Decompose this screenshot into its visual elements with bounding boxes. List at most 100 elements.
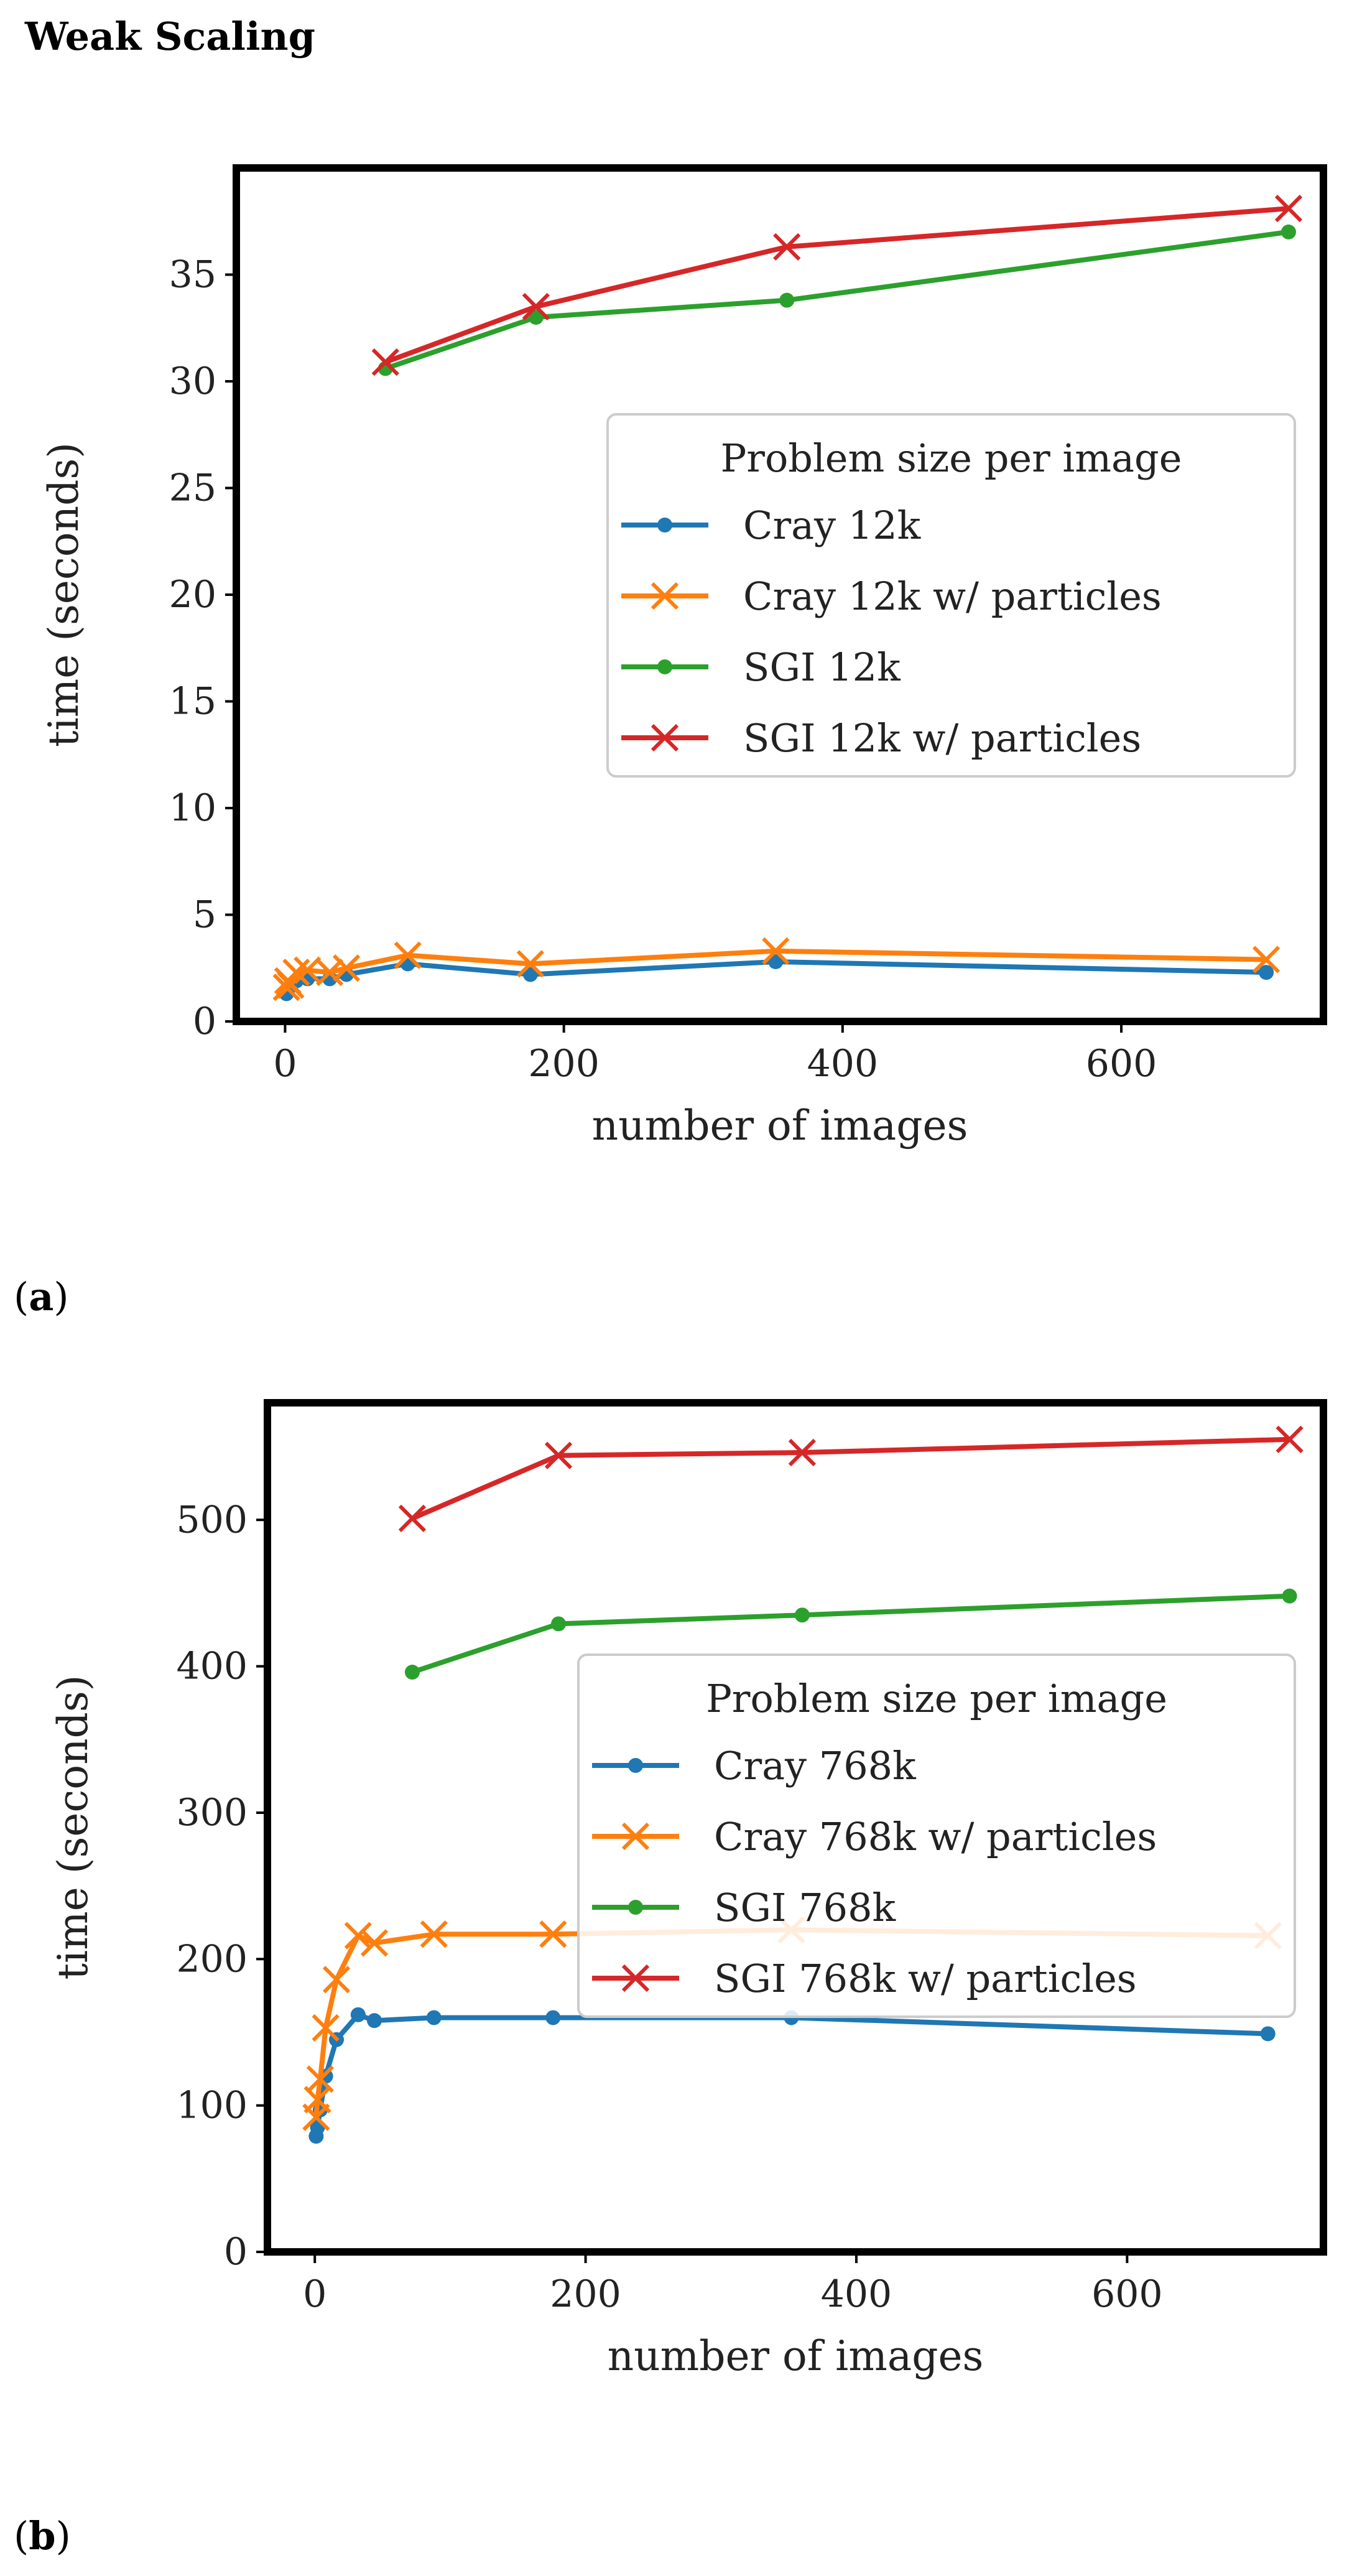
- y-tick-label: 35: [169, 253, 216, 297]
- legend-title: Problem size per image: [706, 1676, 1167, 1721]
- legend: Problem size per image Cray 12k Cray 12k w…: [606, 413, 1296, 778]
- data-point: [420, 1920, 448, 1948]
- data-point: [773, 233, 801, 261]
- data-point: [551, 1616, 567, 1632]
- x-tick-label: 400: [807, 1042, 879, 1086]
- data-point: [522, 967, 538, 982]
- data-point: [788, 1438, 817, 1467]
- data-point: [545, 2010, 561, 2025]
- data-point: [1260, 2026, 1276, 2042]
- legend-swatch-marker: [621, 1964, 650, 1992]
- series-sgi-768k: [404, 1588, 1297, 1680]
- data-point: [1259, 965, 1274, 980]
- x-tick-label: 400: [821, 2272, 892, 2316]
- y-axis-label: time (seconds): [40, 442, 88, 747]
- data-point: [522, 292, 550, 321]
- legend-swatch-marker: [628, 1758, 643, 1773]
- data-point: [312, 2014, 340, 2042]
- legend-swatch-marker: [621, 1822, 650, 1851]
- legend-entry-label: Cray 12k: [743, 503, 921, 548]
- legend-swatch-marker: [628, 1900, 643, 1915]
- data-point: [282, 958, 310, 987]
- chart-0-body: 0 200 400 600 0 5 10 15 20 25 30 35 number of images…: [40, 164, 1327, 1150]
- legend-box: [577, 1653, 1296, 2018]
- legend-entry-label: Cray 768k w/ particles: [714, 1814, 1157, 1859]
- x-axis-label: number of images: [592, 1102, 968, 1150]
- y-tick-label: 300: [176, 1791, 248, 1834]
- legend-box: [606, 413, 1296, 778]
- data-point: [332, 954, 361, 982]
- data-point: [426, 2010, 442, 2025]
- legend-swatch-marker: [651, 582, 679, 610]
- y-tick-label: 30: [169, 360, 216, 403]
- y-tick-label: 0: [224, 2230, 248, 2274]
- series-line: [313, 2012, 1268, 2137]
- legend-entry-label: SGI 768k w/ particles: [714, 1956, 1137, 2001]
- data-point: [539, 1920, 567, 1948]
- data-point: [1252, 946, 1281, 974]
- caption-a: (a): [14, 1274, 69, 1319]
- chart-a: 0 200 400 600 0 5 10 15 20 25 30 35 number of images…: [40, 164, 1327, 1150]
- page-title: Weak Scaling: [25, 14, 315, 59]
- data-point: [371, 348, 399, 376]
- data-point: [294, 956, 322, 984]
- legend-title: Problem size per image: [721, 435, 1182, 481]
- x-tick-label: 600: [1086, 1042, 1157, 1086]
- data-point: [344, 1922, 372, 1950]
- series-sgi-12k-w-particles: [371, 195, 1303, 376]
- y-tick-label: 15: [169, 680, 216, 723]
- series-line: [384, 229, 1289, 371]
- series-line: [411, 1436, 1290, 1521]
- x-tick-label: 0: [273, 1042, 297, 1086]
- legend-swatch-marker: [651, 723, 679, 752]
- data-point: [306, 2065, 335, 2093]
- data-point: [1274, 195, 1303, 223]
- series-cray-768k: [308, 2007, 1276, 2144]
- data-point: [322, 1966, 351, 1994]
- y-tick-label: 5: [193, 893, 216, 937]
- data-point: [1281, 224, 1296, 239]
- series-cray-12k-w-particles: [272, 937, 1281, 1002]
- series-sgi-768k-w-particles: [398, 1425, 1304, 1533]
- chart-1-body: 0 200 400 600 0 100 200 300 400 500 number of imag…: [49, 1399, 1327, 2380]
- chart-b: 0 200 400 600 0 100 200 300 400 500 number of imag…: [49, 1399, 1327, 2380]
- legend-entry-label: SGI 12k: [743, 644, 901, 690]
- y-tick-label: 500: [176, 1498, 248, 1541]
- data-point: [794, 1607, 810, 1623]
- series-line: [384, 206, 1289, 365]
- data-point: [544, 1441, 573, 1469]
- data-point: [768, 954, 784, 969]
- data-point: [394, 941, 422, 969]
- data-point: [398, 1504, 427, 1533]
- data-point: [1282, 1588, 1297, 1604]
- y-axis-label: time (seconds): [49, 1675, 97, 1979]
- y-tick-label: 0: [193, 1000, 216, 1043]
- data-point: [360, 1929, 389, 1957]
- y-tick-label: 25: [169, 467, 216, 510]
- data-point: [516, 950, 544, 978]
- x-tick-label: 200: [550, 2272, 621, 2316]
- data-point: [1276, 1425, 1304, 1453]
- data-point: [350, 2007, 366, 2022]
- legend-entry-label: Cray 768k: [714, 1743, 916, 1788]
- legend-entry-label: Cray 12k w/ particles: [743, 574, 1162, 619]
- y-tick-label: 100: [176, 2084, 248, 2127]
- legend-entry-label: SGI 12k w/ particles: [743, 715, 1141, 761]
- y-tick-label: 400: [176, 1645, 248, 1688]
- x-axis-label: number of images: [608, 2332, 984, 2380]
- x-tick-label: 600: [1091, 2272, 1163, 2316]
- legend: Problem size per image Cray 768k Cray 768k…: [577, 1653, 1296, 2018]
- plot-frame: [264, 1399, 1327, 2256]
- x-tick-label: 200: [528, 1042, 600, 1086]
- data-point: [779, 292, 795, 308]
- legend-swatch-marker: [657, 659, 672, 674]
- data-point: [762, 937, 790, 965]
- series-sgi-12k: [377, 224, 1296, 376]
- y-tick-label: 20: [169, 573, 216, 616]
- data-point: [404, 1665, 420, 1680]
- caption-b: (b): [14, 2513, 71, 2559]
- series-cray-12k: [279, 954, 1274, 1002]
- legend-swatch-marker: [657, 518, 672, 532]
- data-point: [528, 310, 544, 325]
- data-point: [316, 958, 344, 987]
